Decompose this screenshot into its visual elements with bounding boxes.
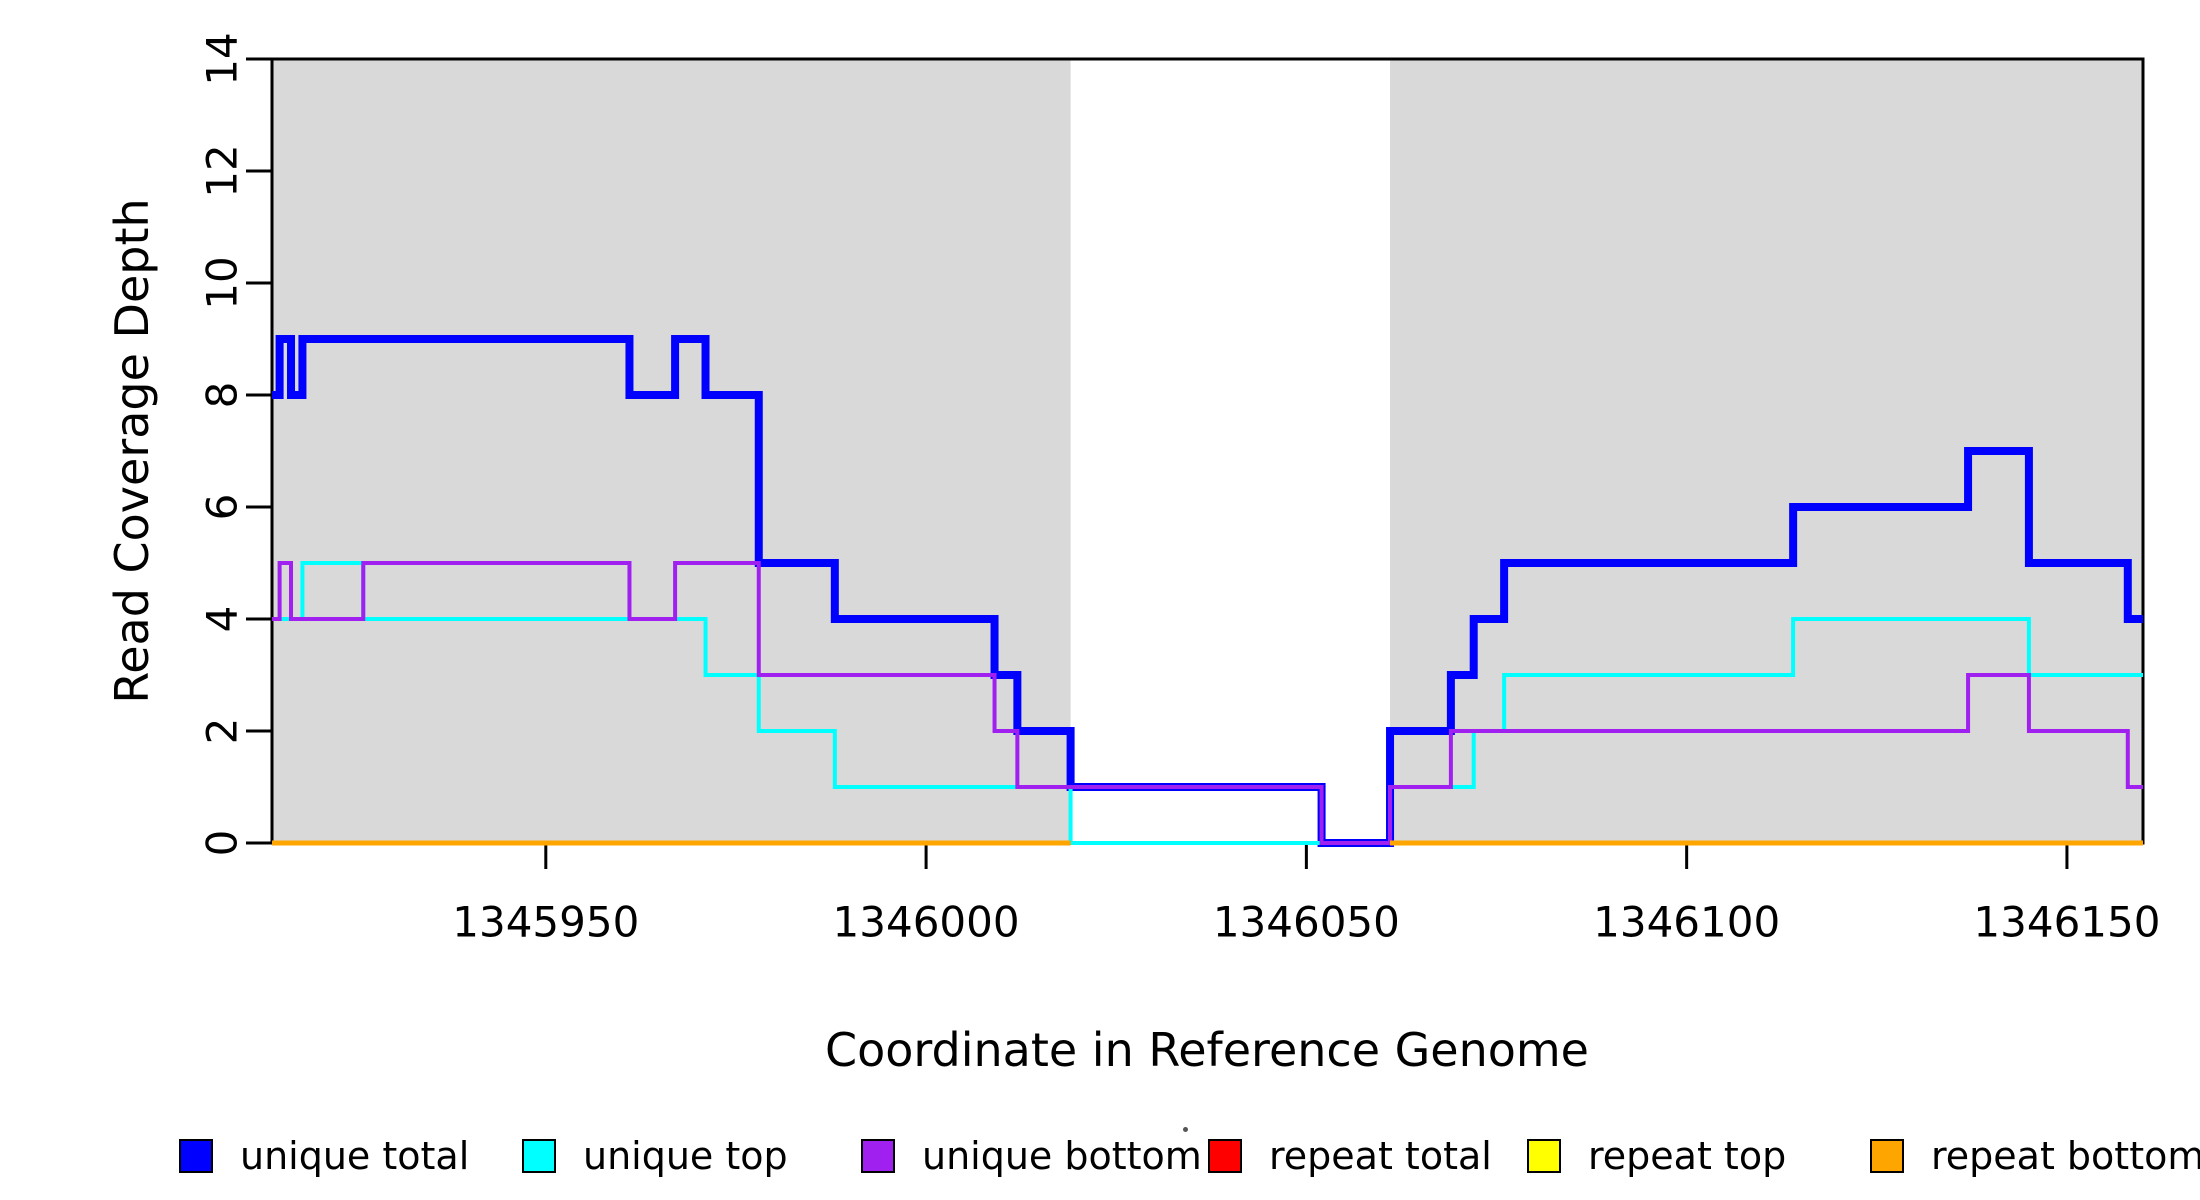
- legend-label-repeat-bottom: repeat bottom: [1931, 1134, 2200, 1178]
- legend-swatch-repeat-total: [1208, 1139, 1242, 1173]
- x-tick-label: 1346000: [833, 898, 1020, 947]
- legend-label-repeat-total: repeat total: [1269, 1134, 1492, 1178]
- x-tick-label: 1346150: [1973, 898, 2160, 947]
- series-line-unique-total: [272, 335, 2143, 847]
- x-tick-label: 1346050: [1213, 898, 1400, 947]
- series-line-unique-bottom: [272, 561, 2143, 845]
- y-tick-label: 6: [198, 494, 247, 521]
- legend-swatch-unique-total: [179, 1139, 213, 1173]
- x-tick-label: 1346100: [1593, 898, 1780, 947]
- y-axis-title: Read Coverage Depth: [105, 198, 159, 704]
- y-tick-label: 2: [198, 718, 247, 745]
- x-axis-title: Coordinate in Reference Genome: [825, 1023, 1589, 1077]
- y-tick-label: 8: [198, 382, 247, 409]
- left-gray-band: [272, 59, 1071, 843]
- y-tick-label: 12: [198, 144, 247, 197]
- y-tick-label: 10: [198, 256, 247, 309]
- legend-swatch-unique-bottom: [861, 1139, 895, 1173]
- x-tick-label: 1345950: [452, 898, 639, 947]
- legend-swatch-repeat-top: [1527, 1139, 1561, 1173]
- y-tick-label: 4: [198, 606, 247, 633]
- legend-label-unique-top: unique top: [583, 1134, 788, 1178]
- legend-label-repeat-top: repeat top: [1588, 1134, 1787, 1178]
- legend-label-unique-total: unique total: [240, 1134, 470, 1178]
- y-tick-label: 0: [198, 830, 247, 857]
- y-tick-label: 14: [198, 32, 247, 85]
- legend-label-unique-bottom: unique bottom: [922, 1134, 1202, 1178]
- legend-swatch-repeat-bottom: [1870, 1139, 1904, 1173]
- legend-swatch-unique-top: [522, 1139, 556, 1173]
- stray-dot-artifact: [1183, 1127, 1188, 1132]
